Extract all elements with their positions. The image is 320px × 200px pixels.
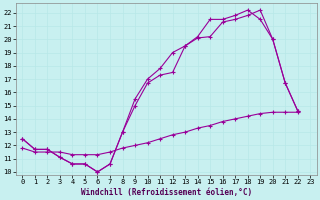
X-axis label: Windchill (Refroidissement éolien,°C): Windchill (Refroidissement éolien,°C) xyxy=(81,188,252,197)
